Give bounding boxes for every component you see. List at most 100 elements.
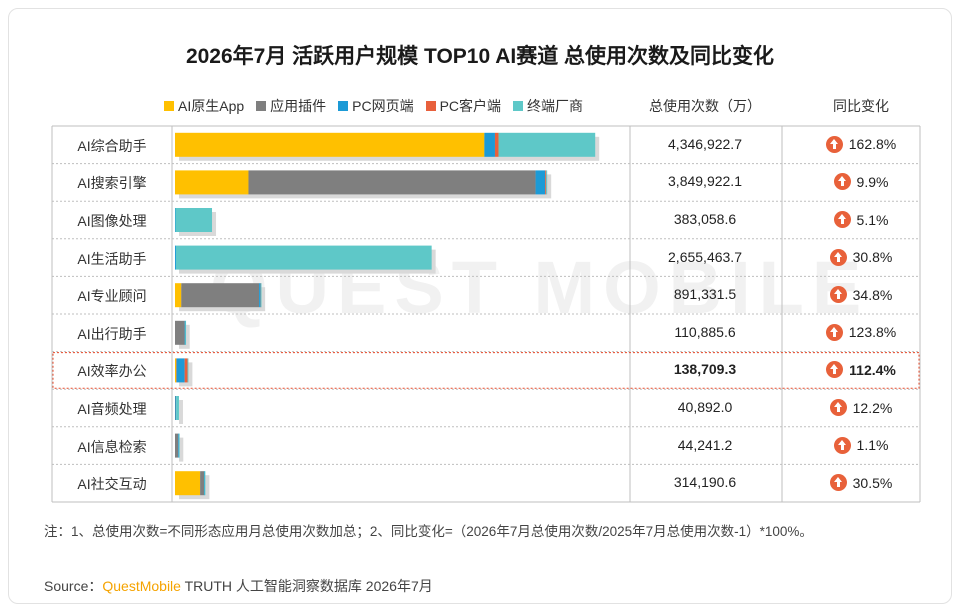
bar-segment-1-row-5 [175,320,185,345]
arrow-up-icon [833,173,851,191]
bar-segment-0-row-1 [175,170,249,195]
bar-segment-1-row-9 [200,471,204,496]
arrow-up-icon [829,286,847,304]
bar-segment-2-row-2 [175,208,176,232]
legend-label: PC网页端 [352,98,414,114]
arrow-up-icon [829,399,847,416]
yoy-value: 162.8% [848,136,897,153]
total-value: 383,058.6 [673,211,737,227]
yoy-cell: 123.8% [806,323,916,341]
arrow-up-icon [829,248,847,266]
legend-swatch [513,101,524,111]
bar-segment-0-row-6 [175,358,177,383]
category-label: AI综合助手 [77,137,147,154]
yoy-cell: 112.4% [806,361,916,379]
bar-segment-3-row-1 [545,170,547,195]
yoy-cell: 1.1% [806,436,916,454]
bar-segment-4-row-0 [498,132,596,157]
bar-segment-3-row-0 [494,132,499,157]
legend-item-3: PC客户端 [425,96,502,116]
totals-header: 总使用次数（万） [649,98,761,114]
legend-item-0: AI原生App [164,96,244,116]
highlight-row-border [52,352,920,389]
bar-segment-2-row-0 [484,132,495,157]
bar-segment-1-row-6 [176,358,177,383]
bar-shadow [179,400,183,424]
bar-segment-4-row-9 [204,471,206,496]
bar-segment-2-row-8 [178,433,180,458]
bar-shadow [179,437,184,462]
category-label: AI社交互动 [77,476,147,493]
arrow-up-icon [833,436,851,454]
category-label: AI音频处理 [77,401,147,417]
yoy-cell: 30.5% [806,474,916,492]
bar-segment-4-row-3 [175,245,432,270]
arrow-up-icon [829,474,847,492]
bar-segment-1-row-1 [248,170,536,195]
total-value: 891,331.5 [673,286,737,303]
bar-segment-2-row-5 [184,320,186,345]
chart-title: 2026年7月 活跃用户规模 TOP10 AI赛道 总使用次数及同比变化 [185,45,775,68]
yoy-value: 34.8% [852,286,893,303]
yoy-cell: 5.1% [806,211,916,228]
arrow-up-icon [825,135,843,153]
yoy-value: 5.1% [856,211,889,228]
yoy-value: 112.4% [849,361,896,378]
category-label: AI生活助手 [77,250,147,267]
yoy-value: 30.8% [852,249,893,266]
chart-note: 注：1、总使用次数=不同形态应用月总使用次数加总；2、同比变化=（2026年7月… [44,524,813,539]
category-label: AI专业顾问 [77,288,147,305]
yoy-cell: 34.8% [806,286,916,304]
bar-segment-4-row-8 [178,433,180,458]
yoy-cell: 30.8% [806,248,916,266]
legend-swatch [256,101,267,111]
bar-segment-4-row-2 [175,208,213,232]
yoy-value: 9.9% [856,173,889,190]
total-value: 138,709.3 [673,361,737,378]
chart-legend: AI原生App 应用插件 PC网页端 PC客户端 终端厂商 [164,96,583,116]
total-value: 40,892.0 [677,399,733,415]
bar-segment-4-row-1 [546,170,548,195]
bar-segment-4-row-7 [176,396,179,420]
total-value: 2,655,463.7 [668,248,742,265]
total-value: 4,346,922.7 [668,135,742,152]
category-label: AI图像处理 [77,213,147,229]
bar-segment-2-row-7 [175,396,177,420]
legend-swatch [338,101,349,111]
bar-segment-2-row-3 [175,245,176,270]
legend-item-2: PC网页端 [338,96,414,116]
yoy-value: 12.2% [852,399,893,416]
source-suffix: TRUTH 人工智能洞察数据库 2026年7月 [180,578,433,594]
legend-label: AI原生App [178,98,245,114]
yoy-cell: 162.8% [806,135,916,153]
bar-segment-0-row-0 [175,132,485,157]
bar-segment-4-row-4 [260,283,262,308]
total-value: 44,241.2 [677,436,733,453]
bar-segment-1-row-8 [175,433,179,458]
bar-segment-1-row-4 [181,283,260,308]
bar-segment-2-row-4 [259,283,261,308]
yoy-value: 123.8% [848,324,897,341]
total-value: 3,849,922.1 [668,173,742,190]
legend-swatch [164,101,174,111]
total-value: 314,190.6 [673,474,737,491]
bar-segment-0-row-4 [175,283,182,308]
legend-item-1: 应用插件 [256,96,326,116]
total-value: 110,885.6 [674,323,736,340]
legend-swatch [425,101,436,111]
legend-label: PC客户端 [439,98,502,114]
yoy-header: 同比变化 [833,98,889,114]
yoy-value: 1.1% [856,437,889,454]
arrow-up-icon [825,323,843,341]
legend-label: 应用插件 [270,98,327,114]
category-label: AI信息检索 [77,438,147,455]
bar-segment-4-row-6 [187,358,189,383]
category-label: AI效率办公 [77,363,147,380]
category-label: AI出行助手 [77,325,147,342]
yoy-cell: 12.2% [806,399,916,416]
arrow-up-icon [826,361,844,379]
source-prefix: Source： [44,578,103,594]
category-label: AI搜索引擎 [77,175,147,192]
bar-segment-0-row-9 [175,471,201,496]
